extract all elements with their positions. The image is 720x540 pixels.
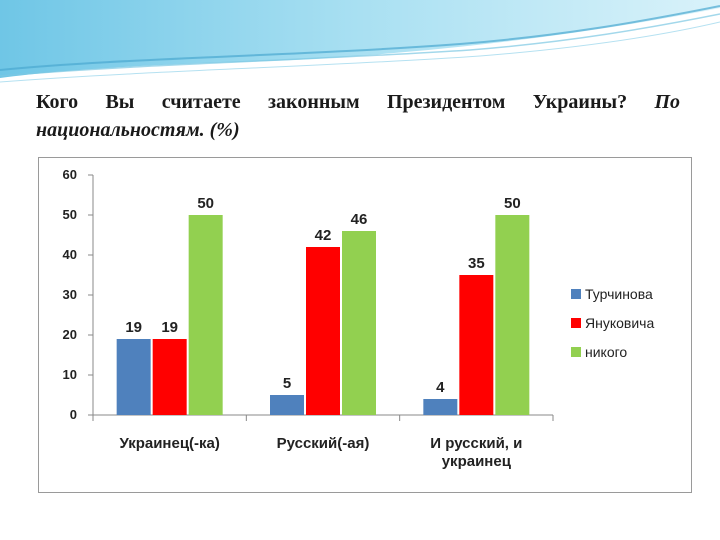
data-label: 46 — [351, 211, 368, 228]
bar — [342, 231, 376, 415]
category-label: Русский(-ая) — [277, 435, 370, 452]
header-wave-decoration — [0, 0, 720, 90]
bar — [306, 247, 340, 415]
bar — [153, 339, 187, 415]
bar — [495, 215, 529, 415]
legend-swatch — [571, 318, 581, 328]
y-tick-label: 50 — [63, 207, 77, 222]
data-label: 19 — [125, 319, 142, 336]
bar — [189, 215, 223, 415]
legend-label: Турчинова — [585, 286, 653, 302]
y-tick-label: 40 — [63, 247, 77, 262]
category-label: И русский, и — [430, 435, 522, 452]
data-label: 4 — [436, 379, 445, 396]
bar — [423, 399, 457, 415]
legend-swatch — [571, 289, 581, 299]
legend-label: Януковича — [585, 315, 654, 331]
legend-swatch — [571, 347, 581, 357]
y-tick-label: 0 — [70, 407, 77, 422]
slide-title-line-1: Кого Вы считаете законным Президентом Ук… — [36, 88, 680, 116]
data-label: 5 — [283, 375, 291, 392]
category-label: Украинец(-ка) — [119, 435, 219, 452]
y-tick-label: 20 — [63, 327, 77, 342]
category-label: украинец — [442, 453, 512, 470]
chart-container: 0 10 20 30 40 50 60 19 19 50 Украинец(-ка) 5 42 46 Рус… — [38, 157, 692, 493]
y-tick-label: 30 — [63, 287, 77, 302]
bar — [270, 395, 304, 415]
slide-title-line-2: национальностям. (%) — [36, 116, 680, 144]
y-tick-label: 60 — [63, 167, 77, 182]
data-label: 50 — [197, 195, 214, 212]
data-label: 42 — [315, 227, 332, 244]
bar — [459, 275, 493, 415]
legend-label: никого — [585, 344, 627, 360]
data-label: 19 — [161, 319, 178, 336]
data-label: 35 — [468, 255, 485, 272]
y-tick-label: 10 — [63, 367, 77, 382]
data-label: 50 — [504, 195, 521, 212]
bar-chart: 0 10 20 30 40 50 60 19 19 50 Украинец(-ка) 5 42 46 Рус… — [39, 158, 691, 492]
bar — [117, 339, 151, 415]
slide-title: Кого Вы считаете законным Президентом Ук… — [36, 88, 680, 144]
